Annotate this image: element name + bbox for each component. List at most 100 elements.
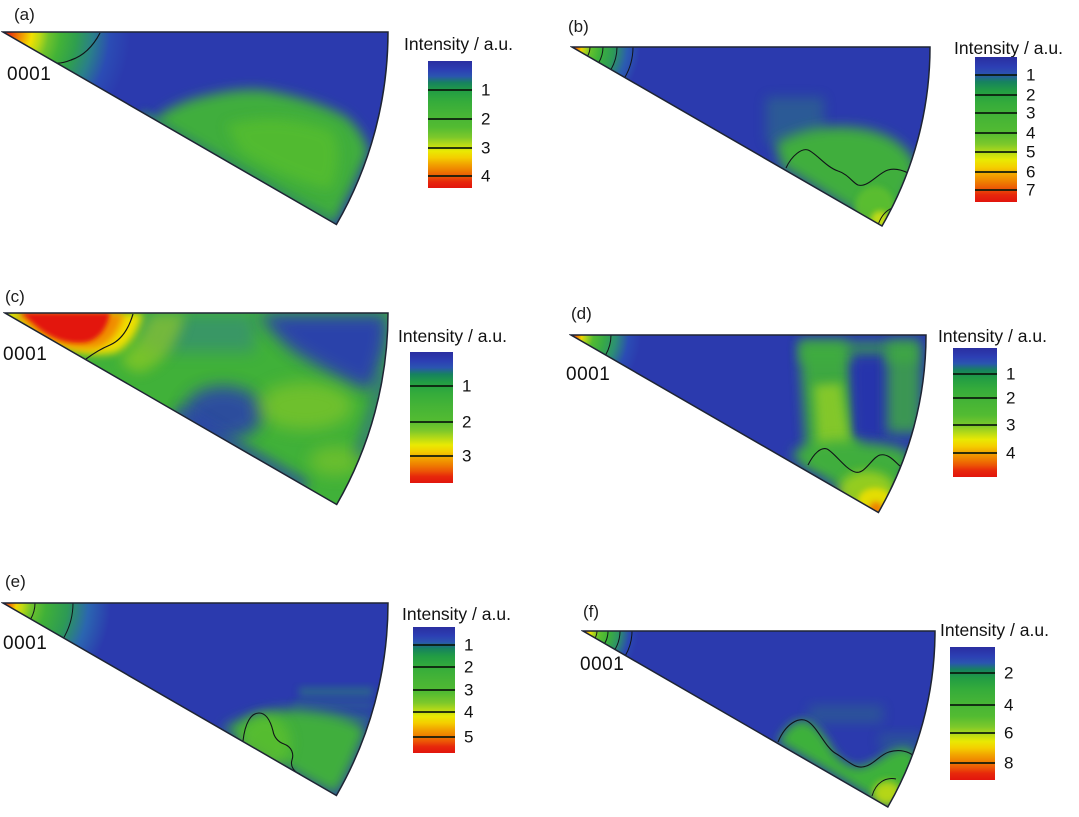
colorbar-tick-label: 2 [1006, 388, 1016, 408]
contour-line [242, 712, 301, 775]
panel-label-a: (a) [14, 5, 35, 24]
colorbar-tick-line [413, 711, 455, 713]
apex-pole-label-c: 0001 [3, 344, 48, 365]
colorbar-tick-line [428, 118, 472, 120]
colorbar-tick-label: 3 [1006, 415, 1016, 435]
colorbar-tick-line [428, 175, 472, 177]
wedge-outline [569, 334, 927, 514]
colorbar-tick-line [950, 732, 995, 734]
colorbar-tick-line [975, 74, 1017, 76]
panel-label-b: (b) [568, 17, 589, 36]
colorbar-tick-line [953, 452, 997, 454]
colorbar-title-b: Intensity / a.u. [954, 38, 1063, 58]
contour-line [785, 149, 909, 186]
colorbar-tick-line [428, 89, 472, 91]
ipf-wedge-c [3, 312, 389, 506]
intensity-blob [259, 314, 388, 391]
colorbar-tick-line [410, 385, 453, 387]
colorbar-gradient [953, 348, 997, 477]
colorbar-tick-label: 8 [1004, 753, 1014, 773]
colorbar-tick-line [950, 704, 995, 706]
colorbar-title-c: Intensity / a.u. [398, 326, 507, 346]
colorbar-tick-label: 7 [1026, 180, 1036, 200]
panel-label-f: (f) [583, 602, 600, 621]
contour-line [624, 47, 634, 78]
colorbar-tick-label: 6 [1026, 162, 1036, 182]
ipf-wedge-a [1, 31, 389, 226]
apex-pole-label-f: 0001 [580, 654, 625, 675]
colorbar-tick-label: 6 [1004, 723, 1014, 743]
colorbar-tick-label: 4 [1004, 695, 1014, 715]
colorbar-tick-line [975, 171, 1017, 173]
colorbar-c: 1 2 3 [410, 352, 471, 483]
colorbar-tick-line [410, 455, 453, 457]
contour-line [777, 719, 916, 768]
colorbar-tick-label: 3 [464, 680, 474, 700]
colorbar-tick-label: 4 [1006, 443, 1016, 463]
colorbar-gradient [950, 647, 995, 780]
colorbar-tick-label: 1 [1006, 364, 1016, 384]
colorbar-tick-line [975, 151, 1017, 153]
colorbar-title-d: Intensity / a.u. [938, 326, 1047, 346]
colorbar-tick-line [410, 421, 453, 423]
panel-label-d: (d) [571, 304, 592, 323]
colorbar-d: 1 2 3 4 [953, 348, 1015, 477]
wedge-outline [570, 46, 931, 228]
contour-line [871, 778, 897, 797]
ipf-wedge-d [569, 334, 927, 514]
colorbar-tick-label: 5 [1026, 142, 1036, 162]
apex-hotspot [21, 313, 110, 343]
contour-line [624, 631, 633, 656]
colorbar-e: 1 2 3 4 5 [413, 627, 473, 753]
colorbar-tick-label: 1 [1026, 65, 1036, 85]
colorbar-tick-label: 2 [462, 412, 472, 432]
apex-pole-label-d: 0001 [566, 364, 611, 385]
colorbar-title-e: Intensity / a.u. [402, 604, 511, 624]
colorbar-tick-line [428, 147, 472, 149]
wedge-outline [1, 602, 389, 797]
colorbar-tick-label: 4 [464, 702, 474, 722]
wedge-outline [3, 312, 389, 506]
colorbar-f: 2 4 6 8 [950, 647, 1013, 780]
colorbar-tick-line [950, 762, 995, 764]
panel-label-e: (e) [5, 572, 26, 591]
colorbar-tick-label: 3 [481, 138, 491, 158]
colorbar-tick-line [413, 689, 455, 691]
apex-pole-label-e: 0001 [3, 633, 48, 654]
colorbar-tick-label: 4 [481, 166, 491, 186]
colorbar-tick-label: 2 [464, 657, 474, 677]
colorbar-tick-label: 1 [462, 376, 472, 396]
wedge-outline [581, 630, 936, 809]
contour-line [63, 603, 74, 639]
panel-label-c: (c) [5, 287, 25, 306]
ipf-wedge-b [570, 46, 931, 228]
colorbar-tick-line [975, 112, 1017, 114]
colorbar-tick-line [953, 424, 997, 426]
colorbar-tick-line [953, 373, 997, 375]
intensity-blob [226, 118, 339, 190]
colorbar-tick-label: 1 [464, 635, 474, 655]
ipf-wedge-f [581, 630, 936, 809]
colorbar-tick-line [953, 397, 997, 399]
colorbar-tick-label: 3 [462, 446, 472, 466]
contour-line [85, 313, 134, 360]
colorbar-tick-line [975, 94, 1017, 96]
colorbar-title-a: Intensity / a.u. [404, 34, 513, 54]
contour-line [610, 47, 618, 70]
colorbar-tick-label: 1 [481, 80, 491, 100]
colorbar-gradient [410, 352, 453, 483]
intensity-blob [223, 709, 367, 795]
colorbar-tick-line [413, 736, 455, 738]
contour-line [807, 448, 901, 473]
colorbar-b: 1 2 3 4 5 6 7 [975, 57, 1035, 202]
colorbar-gradient [975, 57, 1017, 202]
colorbar-tick-label: 2 [1004, 663, 1014, 683]
colorbar-title-f: Intensity / a.u. [940, 620, 1049, 640]
colorbar-tick-label: 2 [481, 109, 491, 129]
colorbar-tick-line [413, 666, 455, 668]
colorbar-a: 1 2 3 4 [428, 61, 490, 188]
apex-pole-label-a: 0001 [7, 64, 52, 85]
colorbar-tick-label: 5 [464, 727, 474, 747]
colorbar-tick-label: 3 [1026, 103, 1036, 123]
